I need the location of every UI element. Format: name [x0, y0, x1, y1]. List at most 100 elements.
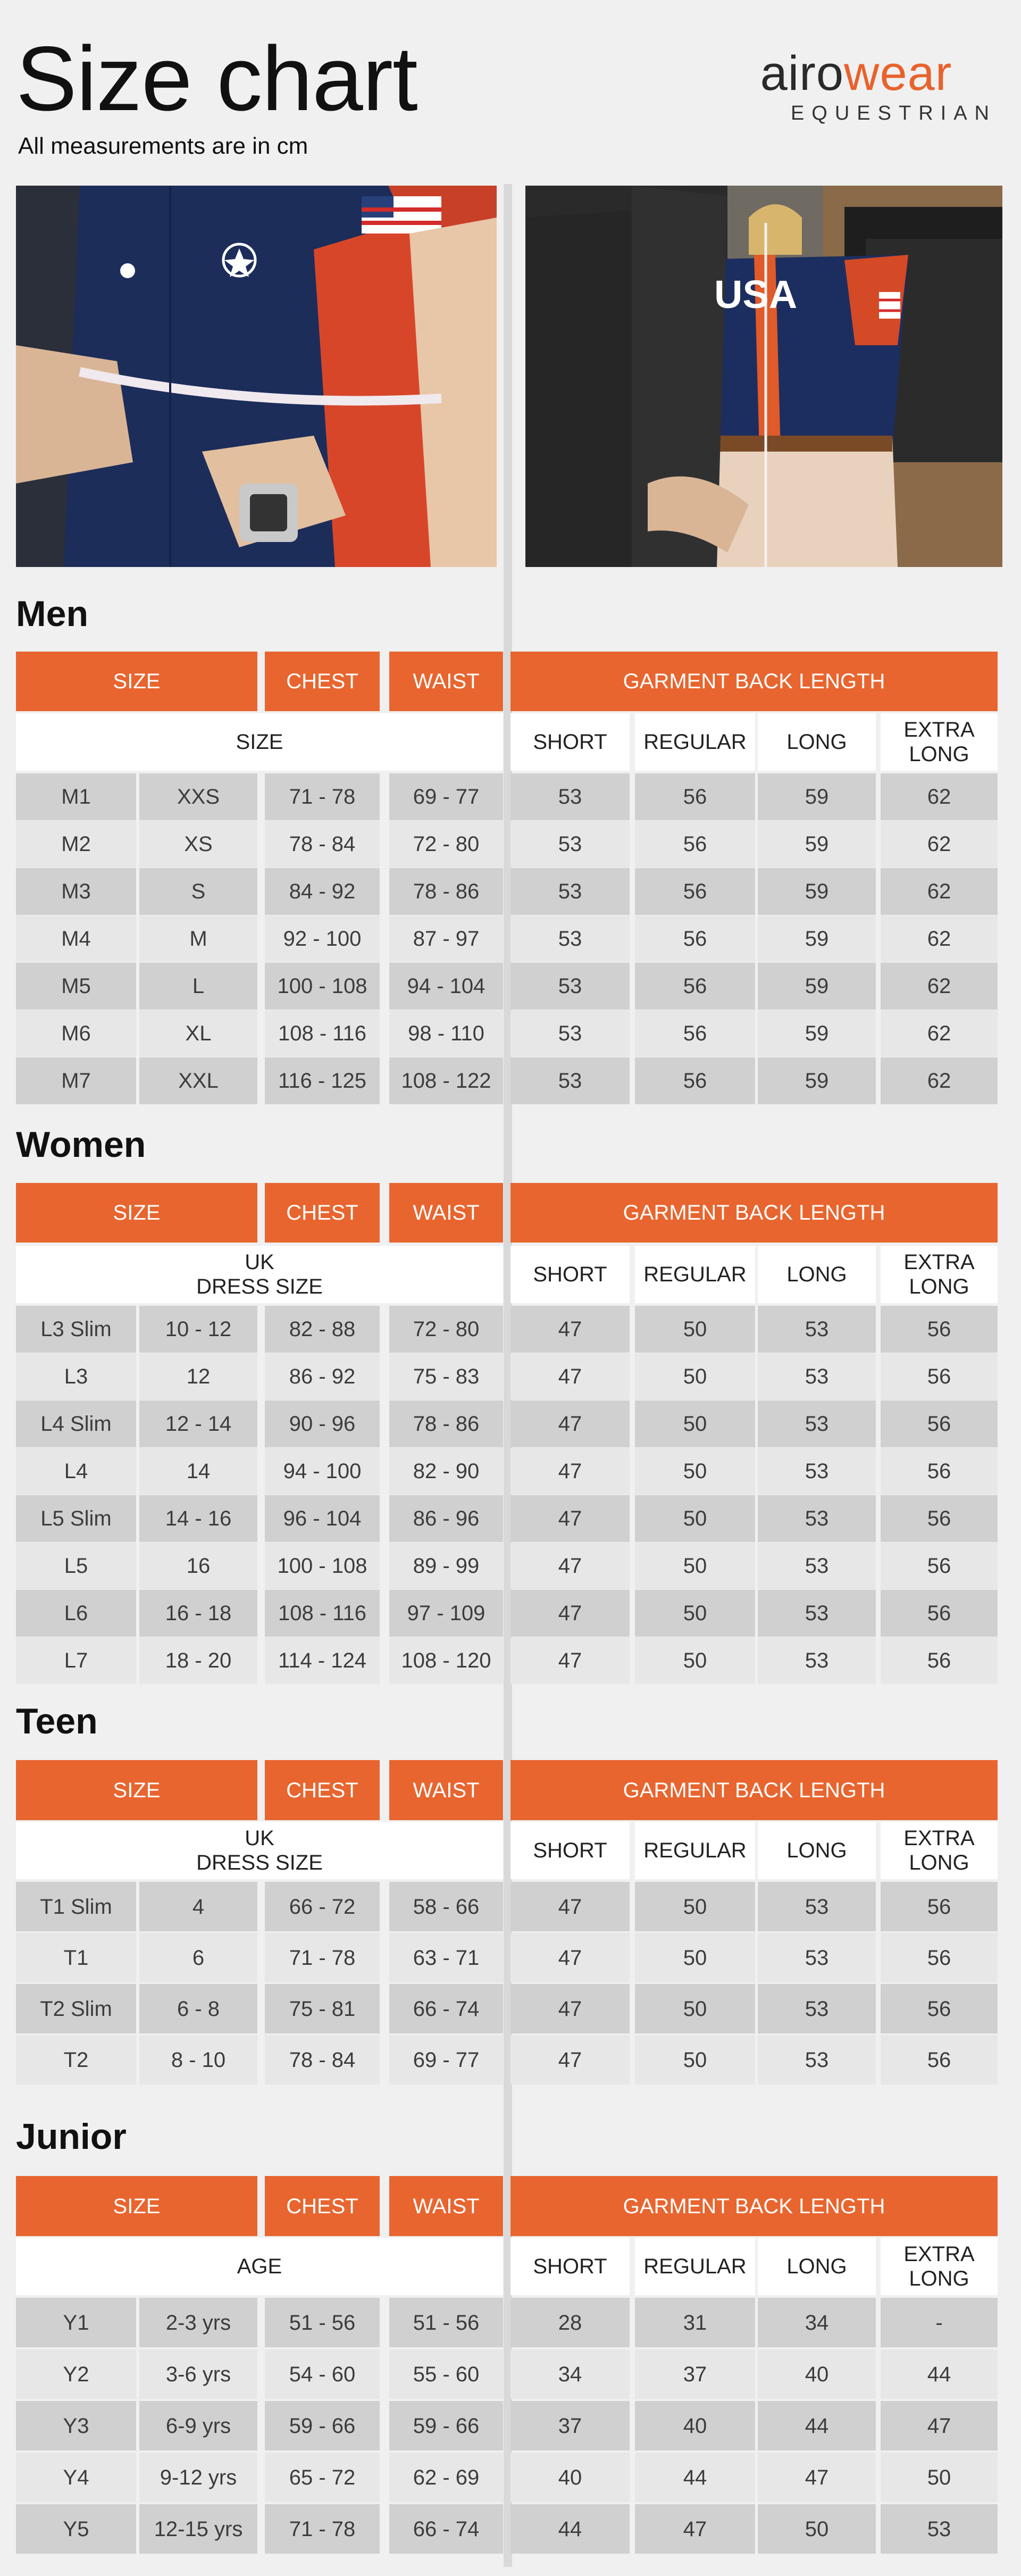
- table-cell-short: 53: [510, 963, 630, 1010]
- table-cell-regular: 50: [635, 1933, 755, 1982]
- table-cell-chest: 78 - 84: [265, 2035, 380, 2085]
- table-cell-regular: 47: [635, 2504, 755, 2554]
- table-cell-regular: 31: [635, 2298, 755, 2347]
- table-cell-waist: 51 - 56: [389, 2298, 503, 2347]
- table-cell-chest: 114 - 124: [265, 1637, 380, 1684]
- table-cell-chest: 92 - 100: [265, 915, 380, 962]
- table-cell-waist: 66 - 74: [389, 1984, 503, 2033]
- table-cell-regular: 56: [635, 1010, 755, 1057]
- table-cell-size: L: [139, 963, 257, 1010]
- table-cell-short: 47: [510, 1543, 630, 1589]
- header-chest: CHEST: [265, 652, 380, 711]
- table-cell-regular: 56: [635, 915, 755, 962]
- table-cell-long: 53: [758, 1400, 876, 1447]
- table-cell-long: 53: [758, 1543, 876, 1589]
- table-cell-waist: 75 - 83: [389, 1353, 503, 1400]
- table-cell-long: 50: [758, 2504, 876, 2554]
- table-cell-extra-long: 56: [881, 1984, 998, 2033]
- table-cell-waist: 82 - 90: [389, 1448, 503, 1495]
- table-cell-size: 16: [139, 1543, 257, 1589]
- table-cell-extra-long: 62: [881, 1057, 998, 1104]
- table-cell-short: 44: [510, 2504, 630, 2554]
- subheader-extra-long: EXTRA LONG: [881, 1822, 998, 1879]
- table-cell-waist: 98 - 110: [389, 1010, 503, 1057]
- table-cell-size: 12 - 14: [139, 1400, 257, 1447]
- table-cell-regular: 50: [635, 1353, 755, 1400]
- table-cell-waist: 89 - 99: [389, 1543, 503, 1589]
- table-cell-chest: 108 - 116: [265, 1590, 380, 1637]
- table-cell-long: 53: [758, 1637, 876, 1684]
- table-cell-extra-long: 53: [881, 2504, 998, 2554]
- header-size: SIZE: [16, 652, 257, 711]
- table-cell-regular: 50: [635, 1448, 755, 1495]
- table-cell-extra-long: 50: [881, 2453, 998, 2502]
- table-cell-waist: 108 - 122: [389, 1057, 503, 1104]
- table-cell-waist: 94 - 104: [389, 963, 503, 1010]
- table-cell-long: 34: [758, 2298, 876, 2347]
- table-cell-extra-long: 56: [881, 1543, 998, 1589]
- table-cell-long: 40: [758, 2349, 876, 2399]
- table-cell-size-code: L7: [16, 1637, 136, 1684]
- table-cell-short: 53: [510, 868, 630, 915]
- table-cell-chest: 75 - 81: [265, 1984, 380, 2033]
- table-cell-long: 59: [758, 963, 876, 1010]
- table-cell-size: S: [139, 868, 257, 915]
- subheader-long: LONG: [758, 713, 876, 771]
- table-cell-short: 47: [510, 1353, 630, 1400]
- table-cell-size-code: T2 Slim: [16, 1984, 136, 2033]
- table-cell-size-code: L4: [16, 1448, 136, 1495]
- header-chest: CHEST: [265, 2176, 380, 2236]
- table-cell-long: 53: [758, 2035, 876, 2085]
- table-cell-chest: 71 - 78: [265, 773, 380, 820]
- table-cell-long: 53: [758, 1882, 876, 1931]
- subheader-short: SHORT: [510, 713, 630, 771]
- table-cell-waist: 108 - 120: [389, 1637, 503, 1684]
- table-cell-chest: 51 - 56: [265, 2298, 380, 2347]
- table-cell-chest: 94 - 100: [265, 1448, 380, 1495]
- subheader-regular: REGULAR: [635, 713, 755, 771]
- table-cell-extra-long: 62: [881, 1010, 998, 1057]
- table-cell-chest: 71 - 78: [265, 1933, 380, 1982]
- subheader-long: LONG: [758, 1246, 876, 1303]
- subheader-long: LONG: [758, 2238, 876, 2295]
- table-cell-size: 2-3 yrs: [139, 2298, 257, 2347]
- header-waist: WAIST: [389, 2176, 503, 2236]
- table-cell-extra-long: 56: [881, 1400, 998, 1447]
- header-waist: WAIST: [389, 1183, 503, 1243]
- table-cell-size: 12-15 yrs: [139, 2504, 257, 2554]
- table-cell-long: 53: [758, 1933, 876, 1982]
- table-cell-short: 47: [510, 1637, 630, 1684]
- header-size: SIZE: [16, 1183, 257, 1243]
- table-cell-size-code: L6: [16, 1590, 136, 1637]
- table-cell-short: 47: [510, 1306, 630, 1353]
- table-cell-chest: 116 - 125: [265, 1057, 380, 1104]
- table-cell-size-code: Y1: [16, 2298, 136, 2347]
- subheader-size-label: SIZE: [16, 713, 503, 771]
- subheader-regular: REGULAR: [635, 1822, 755, 1879]
- table-cell-long: 59: [758, 1057, 876, 1104]
- table-cell-waist: 78 - 86: [389, 868, 503, 915]
- page-title: Size chart: [16, 28, 418, 130]
- table-cell-long: 53: [758, 1353, 876, 1400]
- table-cell-chest: 59 - 66: [265, 2401, 380, 2450]
- header-garment-back-length: GARMENT BACK LENGTH: [510, 652, 998, 711]
- subheader-extra-long: EXTRA LONG: [881, 2238, 998, 2295]
- table-cell-extra-long: 56: [881, 1933, 998, 1982]
- subheader-short: SHORT: [510, 1822, 630, 1879]
- table-cell-chest: 71 - 78: [265, 2504, 380, 2554]
- table-cell-regular: 50: [635, 1306, 755, 1353]
- table-cell-size-code: M1: [16, 773, 136, 820]
- header-waist: WAIST: [389, 652, 503, 711]
- table-cell-extra-long: 56: [881, 2035, 998, 2085]
- table-cell-extra-long: 44: [881, 2349, 998, 2399]
- table-cell-size: XXS: [139, 773, 257, 820]
- table-cell-size-code: L5: [16, 1543, 136, 1589]
- table-cell-extra-long: 62: [881, 821, 998, 868]
- header-chest: CHEST: [265, 1760, 380, 1820]
- table-cell-regular: 56: [635, 821, 755, 868]
- table-cell-regular: 40: [635, 2401, 755, 2450]
- table-cell-waist: 62 - 69: [389, 2453, 503, 2502]
- table-cell-short: 47: [510, 2035, 630, 2085]
- table-cell-chest: 82 - 88: [265, 1306, 380, 1353]
- table-cell-waist: 97 - 109: [389, 1590, 503, 1637]
